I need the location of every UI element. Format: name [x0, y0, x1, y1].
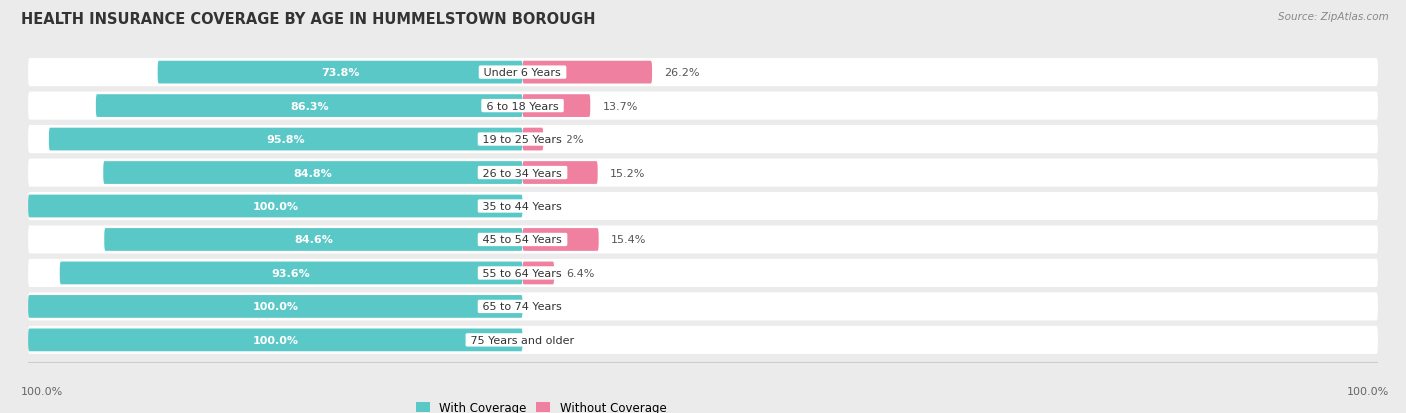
- Text: 15.2%: 15.2%: [610, 168, 645, 178]
- Text: 15.4%: 15.4%: [612, 235, 647, 245]
- FancyBboxPatch shape: [523, 162, 598, 185]
- Text: 100.0%: 100.0%: [21, 387, 63, 396]
- Text: 73.8%: 73.8%: [321, 68, 360, 78]
- FancyBboxPatch shape: [523, 228, 599, 251]
- FancyBboxPatch shape: [28, 329, 523, 351]
- FancyBboxPatch shape: [28, 195, 523, 218]
- Text: 19 to 25 Years: 19 to 25 Years: [479, 135, 565, 145]
- FancyBboxPatch shape: [96, 95, 523, 118]
- Text: 65 to 74 Years: 65 to 74 Years: [479, 301, 565, 312]
- FancyBboxPatch shape: [103, 162, 523, 185]
- Text: 93.6%: 93.6%: [271, 268, 311, 278]
- FancyBboxPatch shape: [28, 259, 1378, 287]
- FancyBboxPatch shape: [28, 159, 1378, 187]
- FancyBboxPatch shape: [523, 262, 554, 285]
- Text: 0.0%: 0.0%: [534, 335, 564, 345]
- Legend: With Coverage, Without Coverage: With Coverage, Without Coverage: [416, 401, 666, 413]
- Text: 75 Years and older: 75 Years and older: [467, 335, 578, 345]
- Text: 100.0%: 100.0%: [1347, 387, 1389, 396]
- Text: 6 to 18 Years: 6 to 18 Years: [484, 101, 562, 112]
- Text: 0.0%: 0.0%: [534, 301, 564, 312]
- Text: 95.8%: 95.8%: [266, 135, 305, 145]
- Text: Source: ZipAtlas.com: Source: ZipAtlas.com: [1278, 12, 1389, 22]
- Text: 84.6%: 84.6%: [294, 235, 333, 245]
- Text: 55 to 64 Years: 55 to 64 Years: [479, 268, 565, 278]
- FancyBboxPatch shape: [28, 192, 1378, 221]
- FancyBboxPatch shape: [49, 128, 523, 151]
- Text: 4.2%: 4.2%: [555, 135, 583, 145]
- Text: 26.2%: 26.2%: [665, 68, 700, 78]
- FancyBboxPatch shape: [28, 295, 523, 318]
- FancyBboxPatch shape: [104, 228, 523, 251]
- Text: 100.0%: 100.0%: [252, 202, 298, 211]
- Text: 86.3%: 86.3%: [290, 101, 329, 112]
- FancyBboxPatch shape: [28, 226, 1378, 254]
- Text: 6.4%: 6.4%: [567, 268, 595, 278]
- Text: 100.0%: 100.0%: [252, 301, 298, 312]
- FancyBboxPatch shape: [523, 128, 543, 151]
- FancyBboxPatch shape: [28, 326, 1378, 354]
- Text: 100.0%: 100.0%: [252, 335, 298, 345]
- Text: 35 to 44 Years: 35 to 44 Years: [479, 202, 565, 211]
- FancyBboxPatch shape: [523, 62, 652, 84]
- Text: Under 6 Years: Under 6 Years: [481, 68, 565, 78]
- Text: 84.8%: 84.8%: [294, 168, 332, 178]
- Text: 0.0%: 0.0%: [534, 202, 564, 211]
- FancyBboxPatch shape: [28, 293, 1378, 321]
- FancyBboxPatch shape: [60, 262, 523, 285]
- Text: HEALTH INSURANCE COVERAGE BY AGE IN HUMMELSTOWN BOROUGH: HEALTH INSURANCE COVERAGE BY AGE IN HUMM…: [21, 12, 596, 27]
- FancyBboxPatch shape: [523, 95, 591, 118]
- Text: 13.7%: 13.7%: [603, 101, 638, 112]
- FancyBboxPatch shape: [28, 126, 1378, 154]
- FancyBboxPatch shape: [28, 59, 1378, 87]
- FancyBboxPatch shape: [28, 92, 1378, 120]
- Text: 45 to 54 Years: 45 to 54 Years: [479, 235, 565, 245]
- Text: 26 to 34 Years: 26 to 34 Years: [479, 168, 565, 178]
- FancyBboxPatch shape: [157, 62, 523, 84]
